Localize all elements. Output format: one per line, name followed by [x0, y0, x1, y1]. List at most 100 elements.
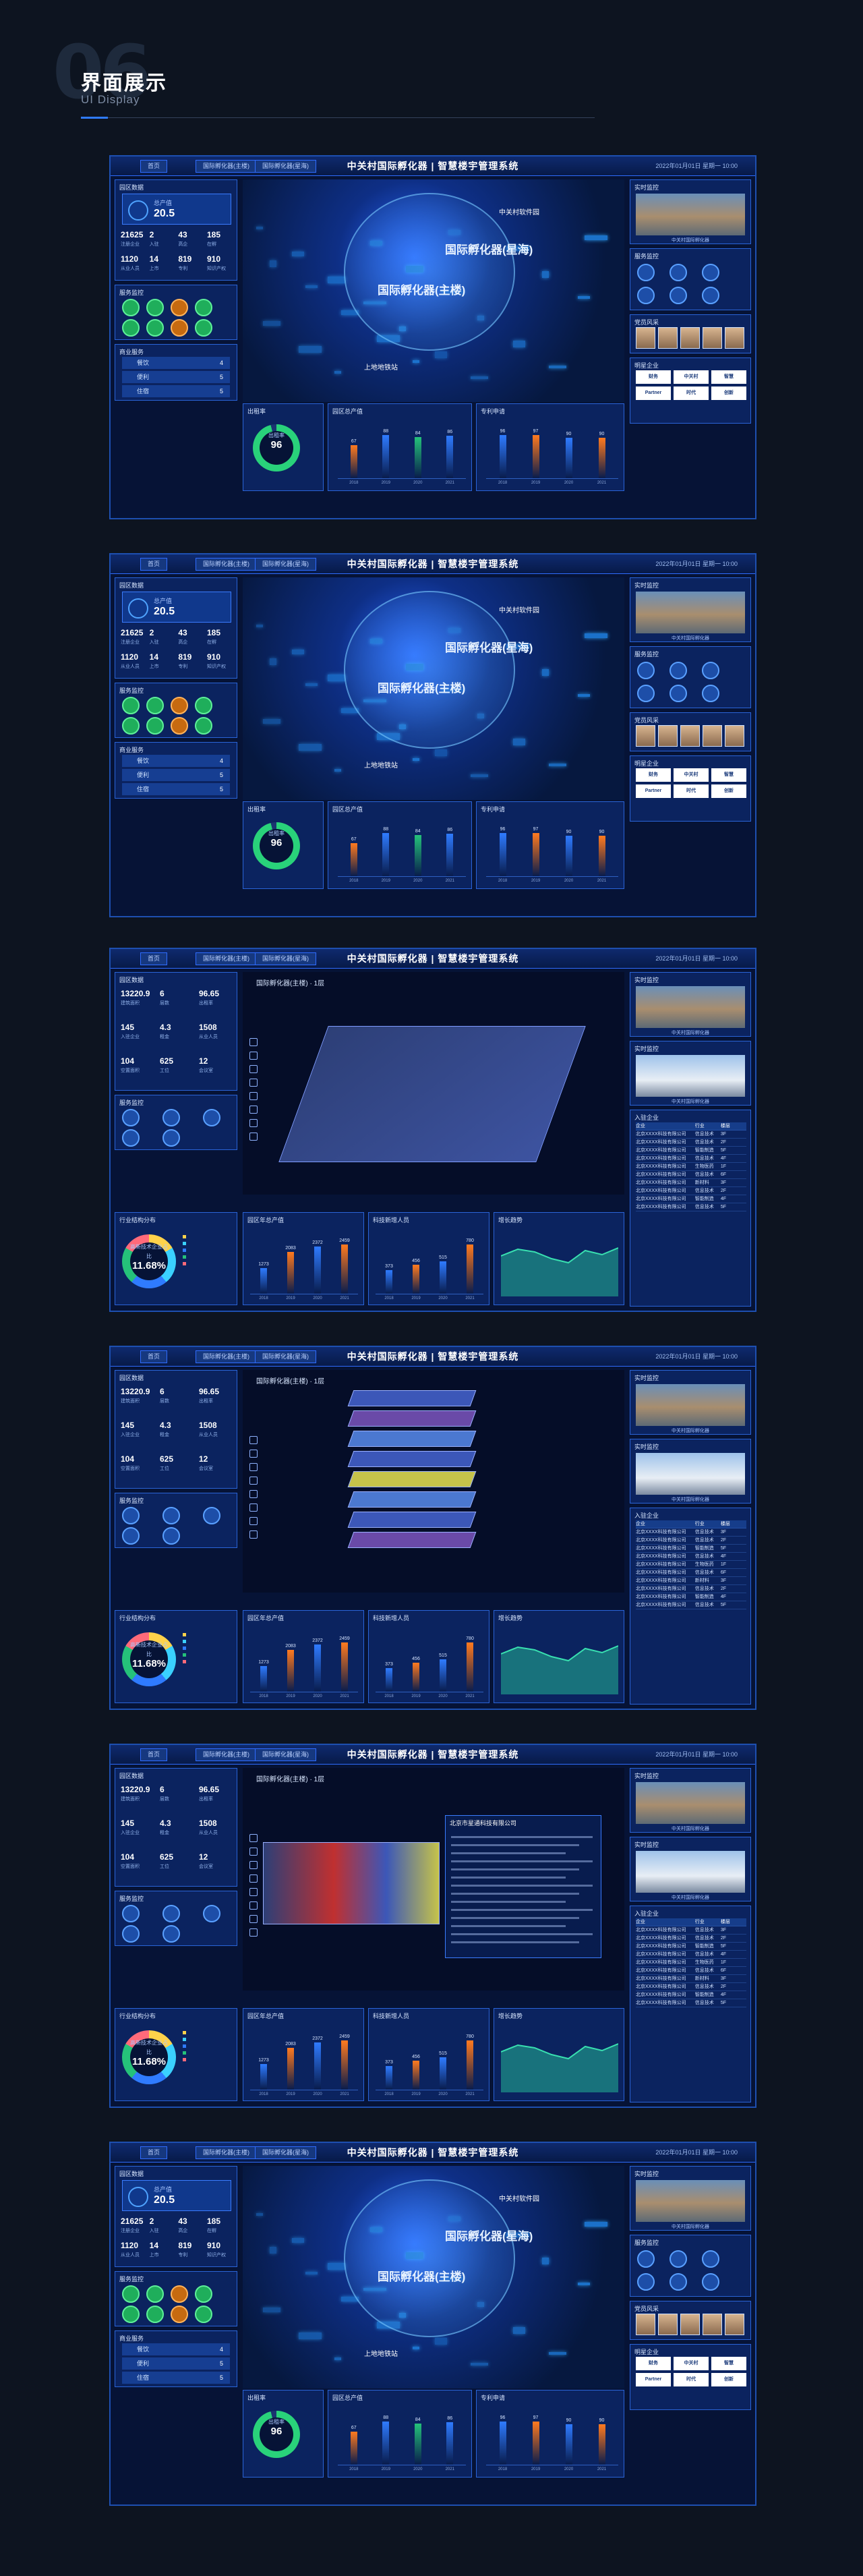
service-icon[interactable] [195, 2306, 212, 2323]
table-row[interactable]: 北京XXXX科技有限公司 信息技术 2F [636, 1187, 746, 1195]
service-icon[interactable] [195, 697, 212, 714]
company-logo[interactable]: 时代 [674, 387, 709, 400]
service-icon[interactable] [669, 287, 687, 304]
map-scene[interactable]: 国际孵化器(主楼) · 1层 北京市星通科技有限公司 [243, 1768, 624, 1991]
table-row[interactable]: 北京XXXX科技有限公司 新材料 3F [636, 1577, 746, 1585]
nav-tab[interactable]: 首页 [140, 2146, 168, 2159]
service-icon[interactable] [669, 662, 687, 679]
map-scene[interactable]: 国际孵化器(主楼) · 1层 [243, 972, 624, 1195]
business-item[interactable]: 餐饮 4 [122, 755, 230, 767]
column-header[interactable]: 企业 [636, 1920, 645, 1924]
nav-tab[interactable]: 国际孵化器(主楼) [196, 1748, 257, 1761]
service-icon[interactable] [669, 685, 687, 702]
service-icon[interactable] [162, 1905, 180, 1922]
service-icon[interactable] [702, 662, 719, 679]
nav-tab[interactable]: 首页 [140, 1350, 168, 1363]
nav-tab[interactable]: 国际孵化器(主楼) [196, 558, 257, 571]
column-header[interactable]: 行业 [694, 1124, 705, 1128]
tool-icon[interactable] [249, 1038, 258, 1046]
company-logo[interactable]: 中关村 [674, 768, 709, 782]
company-logo[interactable]: 智慧 [711, 768, 746, 782]
service-icon[interactable] [122, 1109, 140, 1126]
service-icon[interactable] [669, 2273, 687, 2291]
service-icon[interactable] [637, 2273, 655, 2291]
map-label[interactable]: 国际孵化器(星海) [445, 641, 533, 654]
table-row[interactable]: 北京XXXX科技有限公司 智能制造 5F [636, 1147, 746, 1155]
map-scene[interactable]: 国际孵化器(星海) 国际孵化器(主楼) 中关村软件园上地地铁站 [243, 577, 624, 800]
map-label[interactable]: 上地地铁站 [364, 2351, 398, 2358]
column-header[interactable]: 行业 [694, 1920, 705, 1924]
tool-icon[interactable] [249, 1450, 258, 1458]
table-row[interactable]: 北京XXXX科技有限公司 生物医药 1F [636, 1959, 746, 1967]
column-header[interactable]: 行业 [694, 1522, 705, 1526]
map-label[interactable]: 中关村软件园 [499, 607, 539, 614]
company-logo[interactable]: 创新 [711, 784, 746, 798]
column-header[interactable]: 企业 [636, 1522, 645, 1526]
table-row[interactable]: 北京XXXX科技有限公司 生物医药 1F [636, 1163, 746, 1171]
service-icon[interactable] [171, 2306, 188, 2323]
company-logo[interactable]: Partner [636, 2373, 671, 2386]
avatar[interactable] [658, 2314, 678, 2335]
tool-icon[interactable] [249, 1834, 258, 1842]
floor-slab[interactable] [347, 1390, 477, 1406]
service-icon[interactable] [122, 2306, 140, 2323]
service-icon[interactable] [702, 287, 719, 304]
camera-feed[interactable] [636, 194, 745, 235]
service-icon[interactable] [702, 685, 719, 702]
avatar[interactable] [636, 2314, 655, 2335]
service-icon[interactable] [171, 717, 188, 735]
tool-icon[interactable] [249, 1915, 258, 1923]
table-row[interactable]: 北京XXXX科技有限公司 智能制造 4F [636, 1593, 746, 1601]
tool-icon[interactable] [249, 1848, 258, 1856]
map-label[interactable]: 国际孵化器(主楼) [378, 2270, 466, 2283]
service-icon[interactable] [162, 1925, 180, 1943]
table-row[interactable]: 北京XXXX科技有限公司 智能制造 4F [636, 1991, 746, 1999]
service-icon[interactable] [637, 685, 655, 702]
service-icon[interactable] [195, 2285, 212, 2303]
avatar[interactable] [725, 327, 744, 349]
service-icon[interactable] [637, 662, 655, 679]
company-logo[interactable]: 财务 [636, 2357, 671, 2370]
map-label[interactable]: 上地地铁站 [364, 364, 398, 372]
nav-tab[interactable]: 国际孵化器(星海) [255, 160, 316, 173]
service-icon[interactable] [702, 2273, 719, 2291]
avatar[interactable] [703, 2314, 722, 2335]
table-row[interactable]: 北京XXXX科技有限公司 信息技术 6F [636, 1569, 746, 1577]
service-icon[interactable] [702, 264, 719, 281]
company-logo[interactable]: 财务 [636, 370, 671, 384]
avatar[interactable] [703, 725, 722, 747]
company-logo[interactable]: Partner [636, 387, 671, 400]
service-icon[interactable] [171, 299, 188, 316]
service-icon[interactable] [146, 2285, 164, 2303]
business-item[interactable]: 餐饮 4 [122, 2343, 230, 2355]
floor-slab[interactable] [347, 1491, 477, 1508]
camera-feed[interactable] [636, 986, 745, 1028]
map-label[interactable]: 中关村软件园 [499, 2196, 539, 2203]
table-row[interactable]: 北京XXXX科技有限公司 信息技术 5F [636, 1601, 746, 1609]
nav-tab[interactable]: 国际孵化器(主楼) [196, 952, 257, 965]
avatar[interactable] [636, 725, 655, 747]
service-icon[interactable] [122, 2285, 140, 2303]
service-icon[interactable] [195, 319, 212, 337]
floor-slab[interactable] [347, 1471, 477, 1487]
map-label[interactable]: 上地地铁站 [364, 762, 398, 770]
business-item[interactable]: 住宿 5 [122, 385, 230, 397]
business-item[interactable]: 住宿 5 [122, 2372, 230, 2384]
avatar[interactable] [658, 327, 678, 349]
service-icon[interactable] [195, 299, 212, 316]
map-scene[interactable]: 国际孵化器(主楼) · 1层 [243, 1370, 624, 1593]
service-icon[interactable] [637, 287, 655, 304]
company-logo[interactable]: 时代 [674, 784, 709, 798]
service-icon[interactable] [162, 1507, 180, 1524]
service-icon[interactable] [122, 717, 140, 735]
table-row[interactable]: 北京XXXX科技有限公司 信息技术 4F [636, 1553, 746, 1561]
service-icon[interactable] [146, 697, 164, 714]
nav-tab[interactable]: 首页 [140, 1748, 168, 1761]
service-icon[interactable] [122, 319, 140, 337]
service-icon[interactable] [146, 319, 164, 337]
camera-feed[interactable] [636, 1782, 745, 1824]
business-item[interactable]: 便利 5 [122, 371, 230, 383]
column-header[interactable]: 企业 [636, 1124, 645, 1128]
table-row[interactable]: 北京XXXX科技有限公司 信息技术 4F [636, 1155, 746, 1163]
map-label[interactable]: 国际孵化器(主楼) [378, 682, 466, 695]
